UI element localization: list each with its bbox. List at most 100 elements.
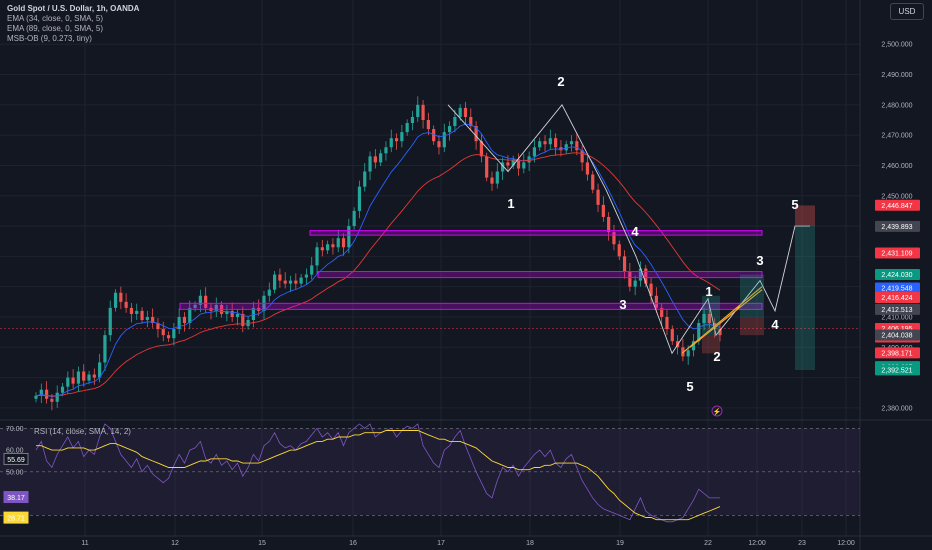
candle-body <box>50 398 54 402</box>
price-badge-label: 2,392.521 <box>881 367 912 374</box>
price-badge-label: 2,446.847 <box>881 203 912 210</box>
price-tick-label: 2,410.000 <box>881 314 912 321</box>
price-badge <box>875 303 920 315</box>
candle-body <box>299 277 303 284</box>
price-badge-label: 2,424.030 <box>881 272 912 279</box>
candle-body <box>389 138 393 148</box>
candle-body <box>39 389 43 396</box>
wave-label: 4 <box>631 224 639 239</box>
candle-body <box>384 147 388 154</box>
candle-body <box>501 162 505 172</box>
candle-body <box>516 159 521 169</box>
candle-body <box>230 310 234 317</box>
candle-body <box>151 316 155 324</box>
candle-body <box>405 123 409 133</box>
chart-legend: Gold Spot / U.S. Dollar, 1h, OANDA EMA (… <box>7 4 139 44</box>
candle-body <box>495 171 499 184</box>
candle-body <box>336 238 340 248</box>
time-tick-label: 17 <box>437 540 445 547</box>
candle-body <box>458 107 462 117</box>
candle-body <box>331 244 335 248</box>
candle-body <box>543 141 547 145</box>
candle-body <box>575 141 579 151</box>
legend-msb-ob[interactable]: MSB-OB (9, 0.273, tiny) <box>7 34 92 43</box>
legend-ema34[interactable]: EMA (34, close, 0, SMA, 5) <box>7 14 104 23</box>
candle-body <box>617 244 621 257</box>
candle-body <box>442 132 446 148</box>
candle-body <box>564 144 568 151</box>
lightning-icon: ⚡ <box>713 407 722 416</box>
candle-body <box>421 104 425 120</box>
short-stop-box <box>795 205 815 227</box>
time-tick-label: 16 <box>349 540 357 547</box>
candle-body <box>235 313 240 317</box>
price-badge <box>875 364 920 376</box>
legend-ema89[interactable]: EMA (89, close, 0, SMA, 5) <box>7 24 104 33</box>
price-badge <box>875 347 920 359</box>
candle-body <box>660 307 664 317</box>
price-badge <box>875 282 920 294</box>
currency-button[interactable]: USD <box>890 3 924 20</box>
candle-body <box>71 377 75 384</box>
candle-body <box>511 159 515 166</box>
candle-body <box>113 292 118 308</box>
candle-body <box>172 329 176 339</box>
elliott-wave-path <box>447 103 810 355</box>
candle-body <box>580 150 584 163</box>
price-tick-label: 2,470.000 <box>881 133 912 140</box>
candle-body <box>485 156 489 178</box>
candle-body <box>379 153 383 163</box>
rsi-ma-line <box>36 430 721 521</box>
candle-body <box>718 329 722 336</box>
candle-body <box>347 226 351 248</box>
candle-body <box>394 138 399 142</box>
candle-body <box>341 238 346 248</box>
candle-body <box>469 116 473 127</box>
candle-body <box>326 244 330 251</box>
time-tick-label: 15 <box>258 540 266 547</box>
price-tick-label: 2,490.000 <box>881 72 912 79</box>
wave-label: 3 <box>756 253 763 268</box>
price-badge <box>875 329 920 341</box>
candle-body <box>82 371 86 381</box>
candle-body <box>596 189 600 205</box>
candle-body <box>697 323 701 342</box>
candle-body <box>585 162 590 175</box>
rsi-badge <box>3 452 29 465</box>
candle-body <box>707 313 711 324</box>
long-stop-box <box>740 316 764 336</box>
candle-body <box>437 141 441 148</box>
symbol-title[interactable]: Gold Spot / U.S. Dollar, 1h, OANDA <box>7 4 140 13</box>
rsi-legend[interactable]: RSI (14, close, SMA, 14, 2) <box>34 427 131 436</box>
candle-body <box>193 304 197 308</box>
price-badge <box>875 268 920 280</box>
candle-body <box>103 335 107 363</box>
candle-body <box>702 313 706 324</box>
candle-body <box>188 307 192 324</box>
price-badge-label: 2,398.171 <box>881 350 912 357</box>
candle-body <box>225 310 229 314</box>
candle-body <box>135 310 139 314</box>
candle-body <box>108 307 112 336</box>
price-badge <box>875 292 920 304</box>
candle-body <box>463 107 468 117</box>
rsi-tick-label: 60.00 <box>6 448 24 455</box>
candle-body <box>479 141 483 157</box>
candle-body <box>522 162 526 169</box>
candle-body <box>538 141 542 148</box>
candle-body <box>283 280 287 284</box>
wave-label: 1 <box>507 196 514 211</box>
candle-body <box>55 392 59 402</box>
price-tick-label: 2,500.000 <box>881 42 912 49</box>
price-badge-label: 2,431.109 <box>881 251 912 258</box>
rsi-badge-label: 38.17 <box>7 495 25 502</box>
candle-body <box>628 271 632 287</box>
candle-body <box>87 374 91 381</box>
candle-body <box>686 350 690 357</box>
candle-body <box>156 323 160 330</box>
candle-body <box>161 329 165 336</box>
time-tick-label: 12:00 <box>837 540 855 547</box>
order-block-zone <box>309 230 763 236</box>
candle-body <box>166 335 171 339</box>
